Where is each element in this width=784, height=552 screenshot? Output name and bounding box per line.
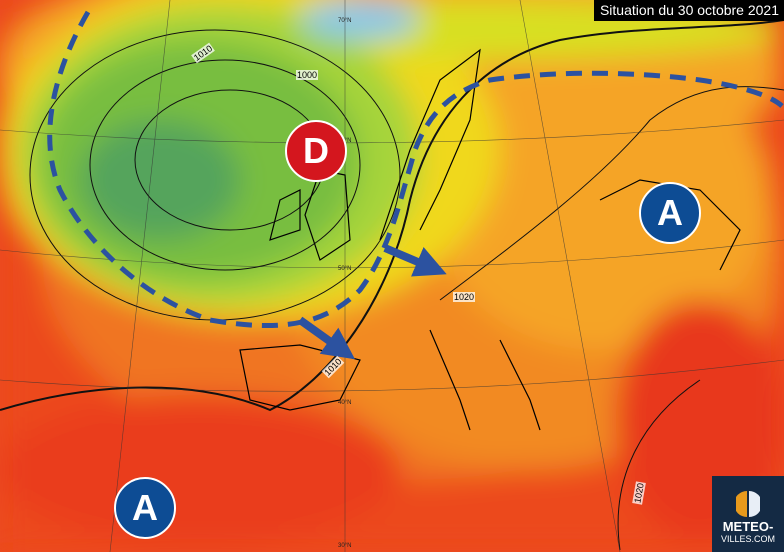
latitude-label: 40°N [338,400,352,406]
map-title: Situation du 30 octobre 2021 [593,0,784,21]
latitude-label: 30°N [338,543,352,549]
logo-domain: VILLES.COM [720,534,776,544]
frontal-boundary [47,10,784,329]
low-pressure-marker: D [285,120,347,182]
logo-icon [736,491,760,517]
logo-text: METEO- [722,519,774,534]
isobar-label: 1020 [453,292,476,302]
isobar-label: 1000 [296,70,319,80]
flow-arrow [383,244,447,277]
flow-arrow [297,316,356,360]
meteo-villes-logo: METEO- VILLES.COM [712,476,784,552]
high-pressure-marker: A [114,477,176,539]
latitude-label: 70°N [338,18,352,24]
coastlines [239,48,741,431]
latitude-label: 50°N [338,266,352,272]
high-pressure-marker: A [639,182,701,244]
